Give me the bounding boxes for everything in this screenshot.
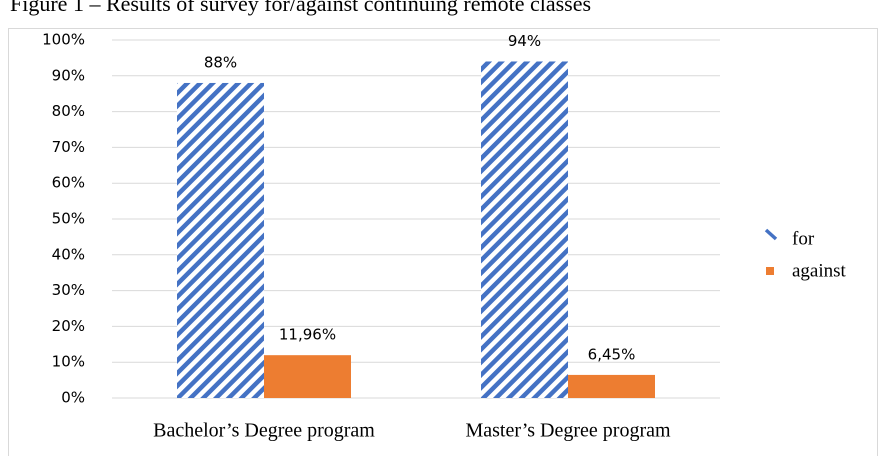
x-tick-label: Master’s Degree program	[465, 420, 671, 442]
y-tick-label: 30%	[52, 281, 85, 299]
y-tick-label: 70%	[52, 138, 85, 156]
y-tick-label: 50%	[52, 210, 85, 228]
y-tick-label: 40%	[52, 245, 85, 263]
legend-label: for	[792, 228, 815, 249]
y-tick-label: 20%	[52, 317, 85, 335]
bar	[568, 374, 655, 398]
chart-title: Figure 1 – Results of survey for/against…	[10, 0, 591, 16]
legend-label: against	[792, 260, 847, 281]
y-tick-label: 90%	[52, 66, 85, 84]
y-tick-label: 60%	[52, 174, 85, 192]
y-tick-label: 80%	[52, 102, 85, 120]
data-label: 94%	[508, 32, 541, 50]
data-label: 11,96%	[279, 326, 336, 344]
data-label: 6,45%	[588, 345, 636, 363]
legend-swatch	[766, 267, 774, 275]
bar	[177, 82, 264, 399]
legend-swatch	[764, 228, 778, 241]
chart-border	[8, 28, 878, 456]
bar	[481, 61, 568, 398]
data-label: 88%	[204, 53, 237, 71]
bar	[264, 355, 351, 398]
y-tick-label: 10%	[52, 353, 85, 371]
y-tick-label: 100%	[42, 31, 85, 49]
y-tick-label: 0%	[61, 389, 85, 407]
x-tick-label: Bachelor’s Degree program	[153, 420, 375, 442]
